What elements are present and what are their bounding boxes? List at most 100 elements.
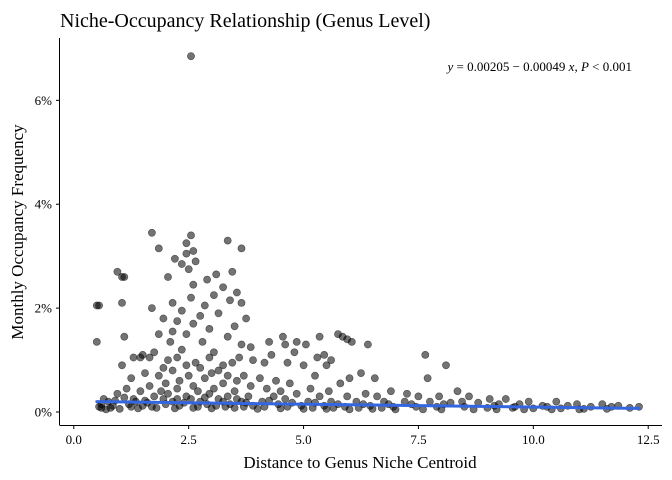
data-point-141: [292, 389, 301, 398]
data-point-50: [237, 340, 246, 349]
data-point-143: [343, 392, 352, 401]
data-point-1: [147, 228, 156, 237]
data-point-112: [442, 361, 450, 370]
data-point-32: [118, 298, 126, 307]
data-point-125: [230, 387, 239, 396]
data-point-67: [150, 348, 159, 357]
data-point-217: [345, 405, 354, 414]
data-point-91: [136, 353, 145, 362]
data-point-24: [232, 288, 241, 297]
data-point-25: [209, 291, 218, 299]
data-point-159: [150, 392, 159, 401]
data-point-30: [200, 301, 209, 310]
data-point-129: [361, 389, 370, 398]
data-point-107: [311, 371, 319, 380]
x-tick-label: 12.5: [637, 432, 660, 447]
data-point-12: [212, 270, 221, 279]
y-axis-ticks: 0% 2% 4% 6%: [35, 93, 60, 420]
annotation-p-symbol: P: [580, 59, 589, 74]
data-point-146: [435, 392, 443, 401]
data-point-108: [345, 374, 354, 383]
data-point-26: [226, 296, 234, 305]
data-point-86: [320, 350, 329, 359]
data-point-109: [357, 369, 365, 377]
data-point-126: [276, 387, 285, 396]
data-point-59: [281, 340, 290, 349]
data-point-111: [336, 379, 345, 388]
data-point-235: [200, 393, 209, 402]
data-point-105: [161, 379, 170, 388]
data-point-214: [276, 404, 285, 413]
data-point-134: [113, 389, 122, 398]
data-point-120: [262, 384, 271, 393]
data-point-92: [421, 350, 430, 359]
data-point-13: [203, 275, 211, 284]
data-point-148: [485, 395, 494, 403]
data-point-133: [136, 387, 145, 396]
data-point-15: [219, 283, 227, 292]
data-point-212: [230, 403, 239, 412]
data-point-251: [97, 403, 106, 412]
data-point-61: [301, 340, 310, 349]
data-point-171: [425, 397, 434, 406]
data-point-43: [154, 330, 163, 338]
data-point-27: [168, 298, 177, 307]
data-point-113: [423, 374, 432, 383]
annotation-p-value: < 0.001: [589, 59, 632, 74]
data-point-4: [223, 236, 232, 245]
data-point-96: [184, 371, 193, 380]
data-point-142: [315, 392, 324, 401]
data-point-149: [501, 395, 510, 403]
data-point-2: [187, 231, 195, 240]
data-point-213: [253, 404, 262, 413]
data-point-23: [189, 280, 198, 289]
data-point-117: [145, 382, 154, 390]
data-point-70: [164, 356, 172, 364]
y-tick-label: 0%: [35, 405, 53, 420]
data-point-36: [159, 314, 168, 323]
data-point-87: [299, 361, 308, 370]
data-point-89: [283, 358, 292, 367]
data-point-219: [391, 405, 400, 414]
data-point-121: [209, 384, 218, 393]
data-point-64: [209, 348, 218, 357]
data-point-215: [299, 404, 308, 413]
y-tick-label: 6%: [35, 93, 53, 108]
data-point-85: [327, 356, 335, 364]
data-point-77: [219, 361, 227, 370]
data-point-69: [145, 353, 154, 362]
data-point-94: [207, 369, 216, 377]
data-point-132: [453, 387, 462, 396]
data-point-138: [223, 392, 232, 401]
data-point-0: [187, 52, 195, 61]
data-point-99: [223, 371, 232, 380]
data-point-34: [214, 309, 223, 318]
data-point-115: [219, 379, 227, 388]
data-point-150: [524, 397, 533, 406]
data-point-216: [322, 404, 331, 413]
data-point-119: [246, 382, 255, 390]
data-point-3: [182, 239, 191, 248]
data-point-74: [260, 358, 269, 367]
data-point-83: [290, 348, 299, 357]
data-point-29: [237, 298, 246, 307]
annotation-separator: ,: [574, 59, 581, 74]
data-point-79: [159, 363, 168, 372]
data-point-128: [324, 387, 333, 396]
data-point-10: [177, 260, 186, 268]
data-point-151: [552, 397, 561, 406]
data-point-65: [205, 353, 214, 362]
data-point-165: [281, 395, 290, 403]
x-tick-label: 0.0: [66, 432, 82, 447]
data-point-42: [168, 327, 177, 336]
data-point-47: [92, 337, 101, 346]
data-point-52: [315, 332, 324, 341]
data-point-16: [164, 273, 172, 281]
data-point-22: [92, 301, 101, 310]
y-tick-label: 2%: [35, 301, 53, 316]
data-point-45: [223, 332, 232, 341]
data-point-72: [191, 358, 200, 367]
annotation-equation: = 0.00205 − 0.00049: [453, 59, 568, 74]
data-point-38: [242, 314, 250, 323]
